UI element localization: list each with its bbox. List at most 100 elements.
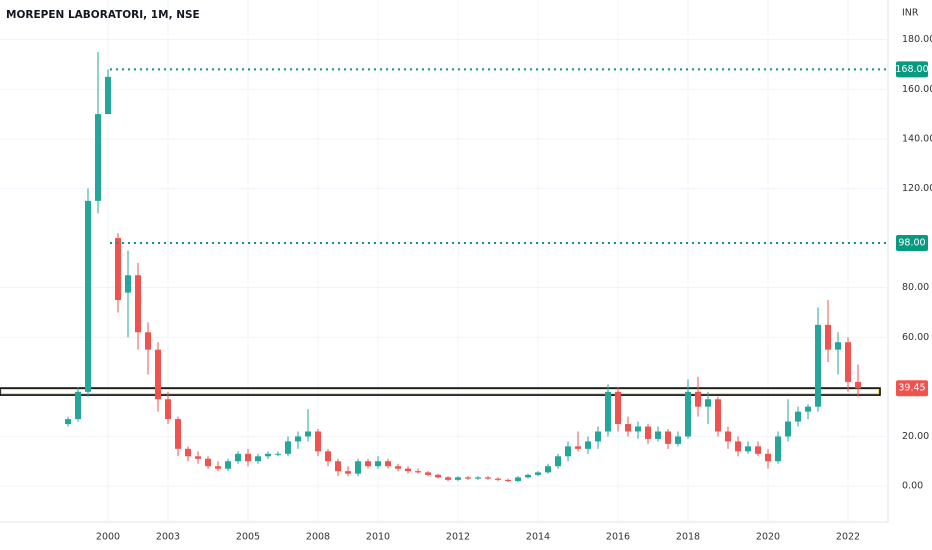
candle-body [145, 332, 151, 350]
last-price-tag [896, 380, 928, 397]
support-zone [0, 387, 881, 396]
candle-body [285, 441, 291, 454]
currency-label: INR [902, 8, 919, 19]
y-tick-label: 120.00 [902, 183, 932, 194]
candle-body [375, 461, 381, 467]
candle-body [715, 399, 721, 432]
candle-body [205, 458, 211, 467]
candle-body [575, 446, 581, 449]
candle-body [745, 446, 751, 452]
candle-body [595, 431, 601, 442]
y-tick-label: 80.00 [902, 282, 929, 293]
candle-body [245, 453, 251, 462]
candle-body [695, 391, 701, 407]
candle-body [475, 477, 481, 479]
candle-body [825, 324, 831, 350]
candle-body [275, 453, 281, 455]
x-tick-label: 2003 [156, 532, 180, 543]
candle-body [355, 461, 361, 474]
candle-body [65, 419, 71, 425]
candle-body [705, 399, 711, 407]
candle-body [215, 466, 221, 469]
candle-body [675, 436, 681, 444]
y-tick-label: 140.00 [902, 133, 932, 144]
candle-body [175, 419, 181, 449]
candle-body [525, 474, 531, 478]
price-tag [896, 235, 928, 252]
candle-body [755, 446, 761, 454]
y-tick-label: 160.00 [902, 84, 932, 95]
candle-body [415, 471, 421, 473]
candle-body [665, 431, 671, 444]
candle-body [515, 477, 521, 482]
candle-body [785, 421, 791, 437]
candle-body [75, 391, 81, 420]
chart-title: MOREPEN LABORATORI, 1M, NSE [6, 9, 200, 21]
candle-body [115, 238, 121, 301]
candle-body [465, 477, 471, 479]
x-tick-label: 2000 [96, 532, 120, 543]
candle-body [305, 431, 311, 437]
candle-body [565, 446, 571, 457]
candle-body [485, 477, 491, 479]
candle-body [605, 391, 611, 432]
x-tick-label: 2008 [306, 532, 330, 543]
candle-body [165, 399, 171, 420]
candle-body [265, 453, 271, 457]
candle-body [365, 461, 371, 467]
y-tick-label: 60.00 [902, 332, 929, 343]
y-tick-label: 0.00 [902, 481, 923, 492]
candle-body [295, 436, 301, 442]
candle-body [555, 456, 561, 467]
y-tick-label: 20.00 [902, 431, 929, 442]
price-tag [896, 61, 928, 78]
candle-body [765, 453, 771, 462]
candle-body [385, 461, 391, 467]
candle-body [835, 342, 841, 350]
candle-body [315, 431, 321, 452]
candle-body [255, 456, 261, 462]
candle-body [855, 381, 861, 389]
last-price-label: 39.45 [898, 383, 925, 394]
candle-body [585, 441, 591, 449]
x-tick-label: 2014 [526, 532, 550, 543]
candle-body [775, 436, 781, 462]
candle-body [135, 275, 141, 333]
candle-body [725, 431, 731, 442]
candle-body [345, 471, 351, 474]
x-tick-label: 2022 [836, 532, 860, 543]
candle-body [95, 114, 101, 201]
candle-body [185, 448, 191, 457]
candle-body [635, 426, 641, 432]
candle-body [845, 342, 851, 382]
candle-body [105, 76, 111, 115]
candle-body [395, 466, 401, 469]
candle-body [155, 349, 161, 400]
candle-body [235, 453, 241, 462]
support-zone-inner [1, 389, 879, 395]
candle-body [405, 468, 411, 472]
candle-body [195, 456, 201, 459]
y-tick-label: 180.00 [902, 34, 932, 45]
candle-body [685, 391, 691, 437]
candle-body [435, 474, 441, 478]
candle-body [815, 324, 821, 407]
x-tick-label: 2010 [366, 532, 390, 543]
x-tick-label: 2012 [446, 532, 470, 543]
candle-body [615, 391, 621, 425]
candle-body [645, 426, 651, 439]
candle-body [225, 461, 231, 469]
x-tick-label: 2020 [756, 532, 780, 543]
candle-body [625, 424, 631, 432]
price-tag-label: 98.00 [898, 238, 925, 249]
x-tick-label: 2016 [606, 532, 630, 543]
candle-body [795, 411, 801, 422]
candle-body [505, 479, 511, 482]
candle-body [445, 477, 451, 480]
candle-body [85, 200, 91, 392]
candle-body [425, 472, 431, 475]
candle-body [535, 472, 541, 475]
candle-body [455, 477, 461, 480]
x-tick-label: 2018 [676, 532, 700, 543]
